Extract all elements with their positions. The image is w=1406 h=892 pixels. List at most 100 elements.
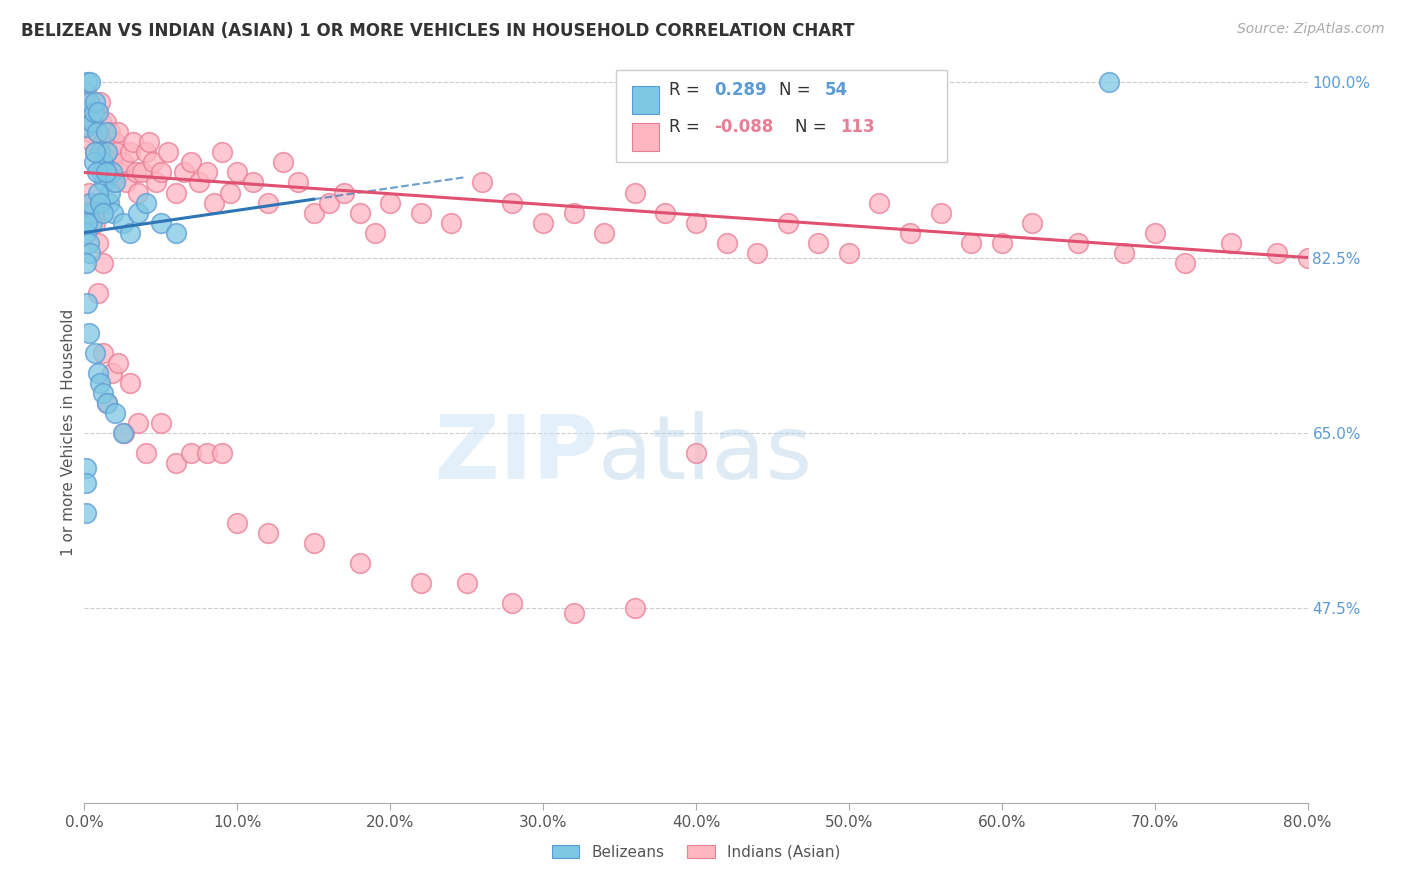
Point [77, 195, 100, 210]
Point [94, 115, 117, 129]
Text: atlas: atlas [598, 411, 813, 499]
Point [84, 95, 107, 110]
Point [91, 155, 114, 169]
Point [173, 165, 195, 179]
Point [127, 205, 149, 219]
Point [1296, 251, 1319, 265]
Text: 0.289: 0.289 [714, 81, 766, 99]
Point [716, 235, 738, 250]
Point [685, 215, 707, 229]
Point [1021, 215, 1043, 229]
Point [89, 195, 111, 210]
Point [84, 145, 107, 160]
Point [77, 95, 100, 110]
Point [145, 176, 167, 190]
Point [149, 215, 172, 229]
Point [287, 176, 309, 190]
Point [776, 215, 799, 229]
Point [80, 215, 103, 229]
Point [112, 425, 135, 440]
Point [107, 126, 129, 140]
Point [125, 165, 148, 179]
Point [242, 176, 264, 190]
Point [75, 226, 97, 240]
Point [96, 395, 118, 409]
Text: R =: R = [669, 118, 704, 136]
Point [218, 186, 240, 200]
Point [101, 155, 124, 169]
Point [108, 165, 131, 179]
Point [593, 226, 616, 240]
Point [135, 195, 157, 210]
Point [165, 226, 187, 240]
Point [77, 126, 100, 140]
Point [79, 245, 101, 260]
Point [1174, 255, 1197, 269]
Point [84, 345, 107, 359]
Point [79, 75, 101, 89]
FancyBboxPatch shape [616, 70, 946, 162]
Text: N =: N = [794, 118, 832, 136]
Point [87, 186, 110, 200]
Point [149, 416, 172, 430]
Text: 54: 54 [824, 81, 848, 99]
Point [562, 205, 585, 219]
Point [991, 235, 1014, 250]
Point [80, 205, 103, 219]
Point [409, 575, 432, 590]
Point [1114, 245, 1136, 260]
FancyBboxPatch shape [633, 123, 659, 152]
Point [257, 525, 280, 540]
Point [271, 155, 294, 169]
Point [440, 215, 463, 229]
Point [302, 205, 325, 219]
Point [1220, 235, 1243, 250]
Point [195, 445, 218, 459]
Point [226, 516, 249, 530]
Point [131, 165, 153, 179]
Point [180, 445, 202, 459]
Point [685, 445, 707, 459]
Point [76, 75, 98, 89]
Point [624, 186, 647, 200]
Point [180, 155, 202, 169]
Point [333, 186, 356, 200]
Point [96, 395, 118, 409]
Point [80, 136, 103, 150]
Point [76, 295, 98, 310]
Point [89, 376, 111, 390]
Point [75, 460, 97, 475]
Point [77, 326, 100, 340]
Point [120, 376, 142, 390]
Point [195, 165, 218, 179]
Point [83, 115, 105, 129]
Point [111, 425, 134, 440]
Point [349, 205, 371, 219]
Point [104, 406, 127, 420]
Point [94, 126, 117, 140]
Point [77, 235, 100, 250]
Point [211, 145, 233, 160]
Text: N =: N = [779, 81, 815, 99]
Text: Source: ZipAtlas.com: Source: ZipAtlas.com [1237, 22, 1385, 37]
Point [838, 245, 860, 260]
Point [135, 145, 157, 160]
Point [96, 145, 118, 160]
Point [562, 606, 585, 620]
Legend: Belizeans, Indians (Asian): Belizeans, Indians (Asian) [546, 838, 846, 866]
Point [97, 195, 120, 210]
Point [76, 215, 98, 229]
Point [86, 165, 108, 179]
Point [79, 95, 101, 110]
Point [165, 186, 187, 200]
Point [318, 195, 340, 210]
FancyBboxPatch shape [633, 87, 659, 114]
Point [107, 355, 129, 369]
Point [127, 186, 149, 200]
Point [77, 205, 100, 219]
Point [77, 186, 100, 200]
Point [98, 126, 121, 140]
Point [120, 226, 142, 240]
Point [83, 155, 105, 169]
Point [654, 205, 676, 219]
